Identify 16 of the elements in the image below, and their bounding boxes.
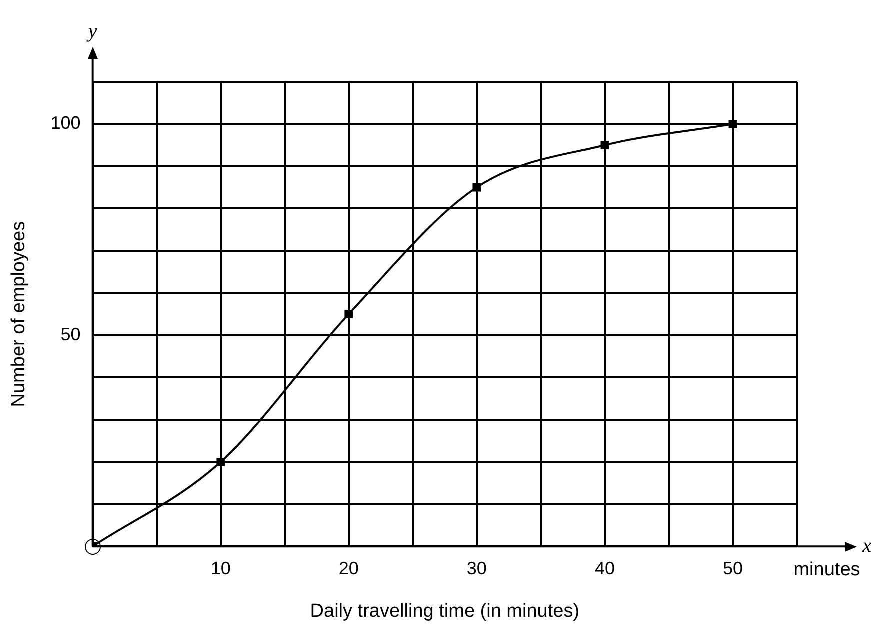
x-tick-label: 50 — [722, 558, 743, 578]
point — [216, 458, 226, 466]
point — [728, 120, 738, 128]
x-axis-title: Daily travelling time (in minutes) — [310, 600, 580, 622]
y-axis-title: Number of employees — [8, 221, 30, 408]
text: x — [862, 534, 871, 557]
text: y — [86, 20, 98, 42]
x-tick-label: 10 — [210, 558, 231, 578]
y-tick-label: 100 — [50, 113, 81, 134]
point — [344, 310, 354, 318]
point — [472, 183, 482, 192]
x-tick-label: 40 — [594, 558, 615, 578]
point — [600, 141, 610, 150]
text: minutes — [794, 559, 860, 580]
x-tick-label: 20 — [338, 558, 359, 578]
x-tick-label: 30 — [466, 558, 487, 578]
